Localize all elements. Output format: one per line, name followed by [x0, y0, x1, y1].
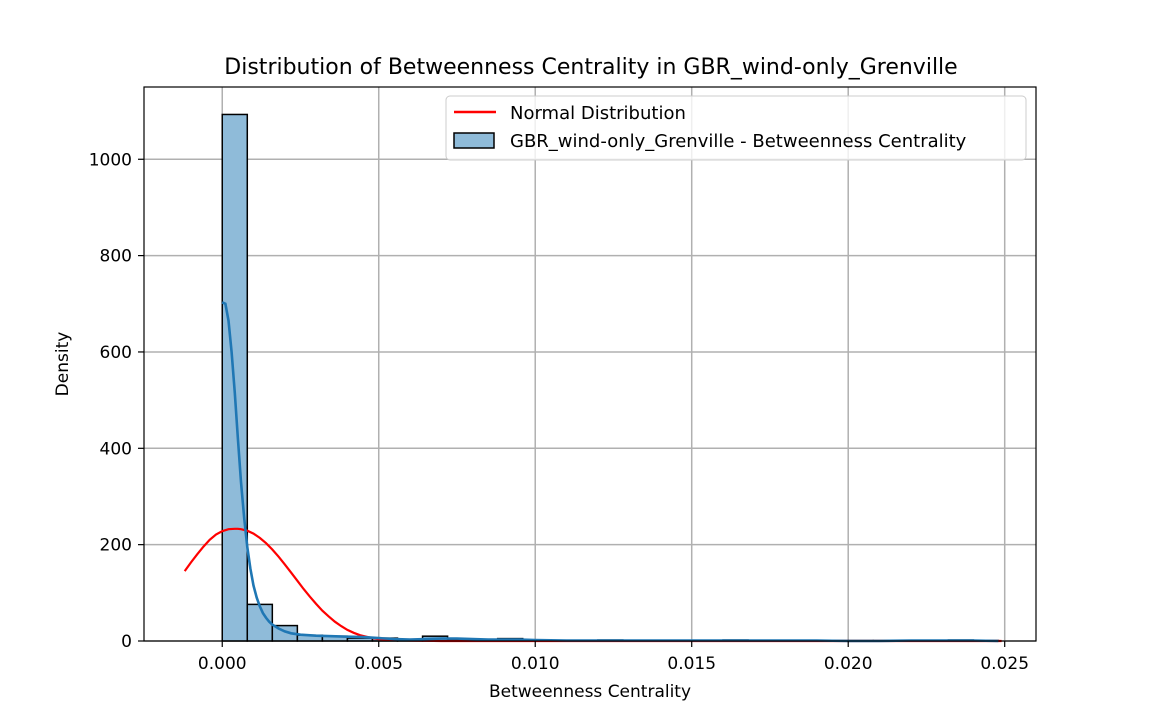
- chart-title: Distribution of Betweenness Centrality i…: [224, 55, 957, 80]
- legend-normal-label: Normal Distribution: [510, 103, 686, 124]
- x-axis-ticks: 0.000 0.005 0.010 0.015 0.020 0.025: [198, 641, 1029, 674]
- y-tick-label: 600: [100, 343, 132, 363]
- y-tick-label: 0: [121, 632, 132, 652]
- x-axis-title: Betweenness Centrality: [489, 682, 691, 702]
- y-tick-label: 400: [100, 439, 132, 459]
- y-axis-title: Density: [53, 332, 73, 397]
- legend-hist-label: GBR_wind-only_Grenville - Betweenness Ce…: [510, 131, 967, 152]
- y-tick-label: 1000: [89, 150, 132, 170]
- grid: [144, 87, 1036, 642]
- y-tick-label: 800: [100, 247, 132, 267]
- x-tick-label: 0.020: [824, 654, 873, 674]
- y-axis-ticks: 0 200 400 600 800 1000: [89, 150, 144, 652]
- plot-frame: [143, 86, 1037, 642]
- legend-box: [445, 95, 1027, 161]
- x-tick-label: 0.005: [354, 654, 403, 674]
- x-tick-label: 0.015: [667, 654, 716, 674]
- x-tick-label: 0.000: [198, 654, 247, 674]
- x-tick-label: 0.010: [511, 654, 560, 674]
- legend: Normal Distribution GBR_wind-only_Grenvi…: [445, 95, 1027, 161]
- legend-hist-swatch: [453, 132, 495, 149]
- x-tick-label: 0.025: [980, 654, 1029, 674]
- y-tick-label: 200: [100, 536, 132, 556]
